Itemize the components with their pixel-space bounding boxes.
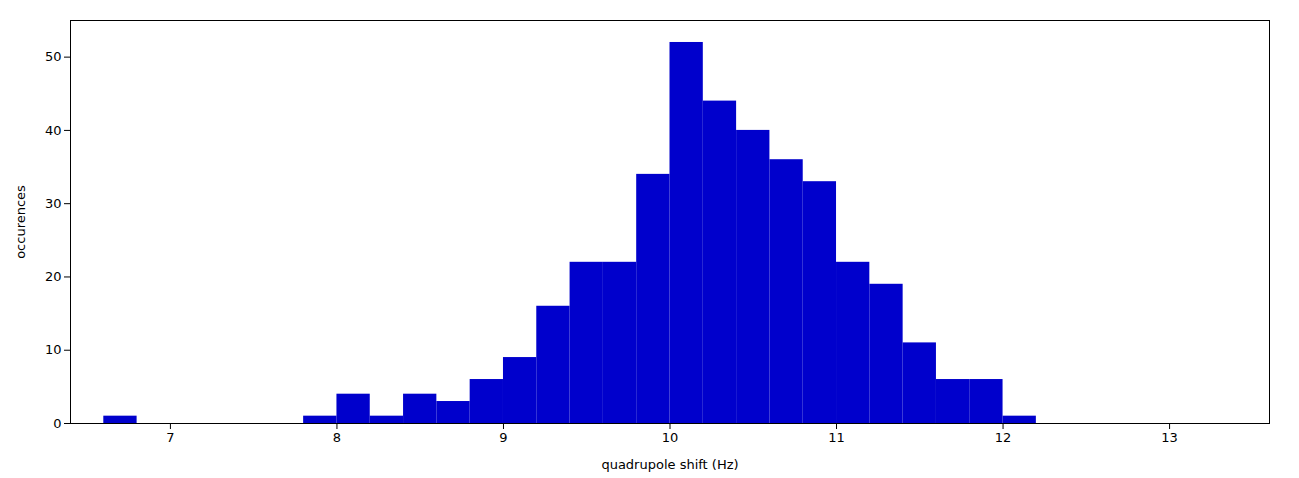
svg-text:7: 7 xyxy=(166,430,174,445)
svg-text:40: 40 xyxy=(45,123,62,138)
svg-text:11: 11 xyxy=(828,430,845,445)
svg-text:occurences: occurences xyxy=(13,185,28,259)
svg-text:13: 13 xyxy=(1161,430,1178,445)
svg-text:12: 12 xyxy=(995,430,1012,445)
svg-text:9: 9 xyxy=(499,430,507,445)
svg-text:50: 50 xyxy=(45,49,62,64)
svg-text:30: 30 xyxy=(45,196,62,211)
svg-text:10: 10 xyxy=(45,342,62,357)
svg-text:quadrupole shift (Hz): quadrupole shift (Hz) xyxy=(601,457,738,472)
svg-text:10: 10 xyxy=(662,430,679,445)
svg-text:20: 20 xyxy=(45,269,62,284)
svg-text:0: 0 xyxy=(53,416,61,431)
svg-text:8: 8 xyxy=(333,430,341,445)
